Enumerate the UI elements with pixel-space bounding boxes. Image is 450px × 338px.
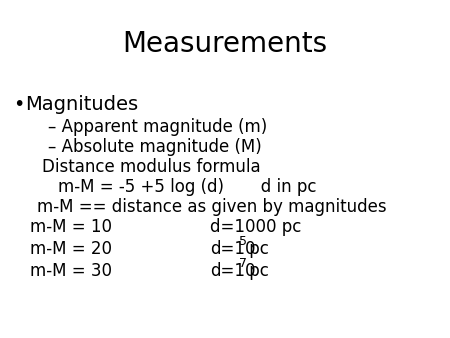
Text: d=10: d=10 [210,262,256,280]
Text: 7: 7 [239,257,247,270]
Text: Distance modulus formula: Distance modulus formula [42,158,261,176]
Text: m-M = 20: m-M = 20 [30,240,112,258]
Text: d=1000 pc: d=1000 pc [210,218,302,236]
Text: m-M = 10: m-M = 10 [30,218,112,236]
Text: m-M = -5 +5 log (d)       d in pc: m-M = -5 +5 log (d) d in pc [58,178,316,196]
Text: pc: pc [244,240,269,258]
Text: m-M = 30: m-M = 30 [30,262,112,280]
Text: pc: pc [244,262,269,280]
Text: m-M == distance as given by magnitudes: m-M == distance as given by magnitudes [37,198,387,216]
Text: Measurements: Measurements [122,30,328,58]
Text: d=10: d=10 [210,240,256,258]
Text: 5: 5 [239,235,247,248]
Text: – Absolute magnitude (M): – Absolute magnitude (M) [48,138,262,156]
Text: •: • [13,95,24,114]
Text: – Apparent magnitude (m): – Apparent magnitude (m) [48,118,267,136]
Text: Magnitudes: Magnitudes [25,95,138,114]
